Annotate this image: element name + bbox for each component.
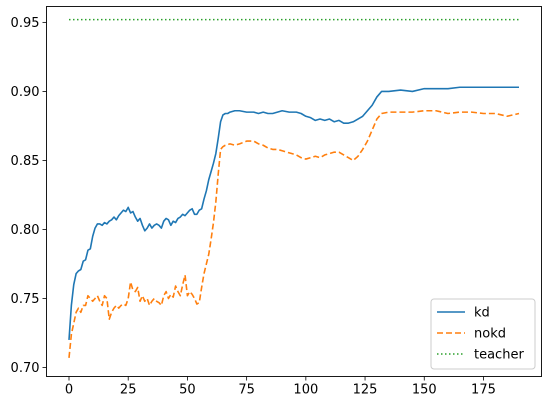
x-tick-label: 125 <box>353 383 378 398</box>
series-line-nokd <box>68 109 520 358</box>
axes-layer: 0 25 50 75 100 125 150 175 0.70 0.75 0.80 0.85 0.90 0… <box>11 16 496 398</box>
x-tick-label: 0 <box>65 383 73 398</box>
legend: kd nokd teacher <box>430 298 536 370</box>
y-tick-label: 0.95 <box>11 16 40 31</box>
x-tick-label: 150 <box>412 383 437 398</box>
x-tick-label: 50 <box>179 383 196 398</box>
y-tick-label: 0.70 <box>11 361 40 376</box>
legend-label-teacher: teacher <box>474 348 524 363</box>
y-tick-label: 0.80 <box>11 223 40 238</box>
series-layer <box>68 18 520 358</box>
y-tick-label: 0.75 <box>11 292 40 307</box>
y-tick-label: 0.85 <box>11 154 40 169</box>
legend-label-kd: kd <box>474 306 490 321</box>
x-tick-label: 25 <box>120 383 137 398</box>
legend-box <box>430 298 536 370</box>
x-tick-label: 75 <box>238 383 255 398</box>
legend-label-nokd: nokd <box>474 327 506 342</box>
y-tick-label: 0.90 <box>11 85 40 100</box>
x-tick-label: 100 <box>293 383 318 398</box>
plot-frame <box>46 6 542 377</box>
x-tick-label: 175 <box>471 383 496 398</box>
series-line-kd <box>68 86 519 340</box>
